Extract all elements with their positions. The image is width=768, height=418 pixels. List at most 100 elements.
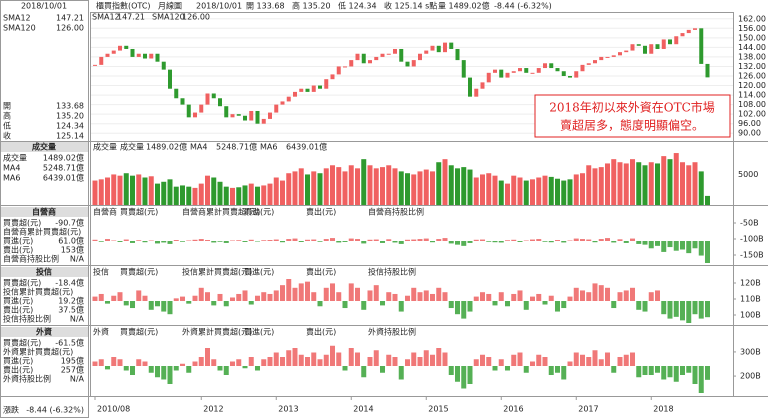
candle: [118, 45, 122, 51]
net-bar: [342, 241, 348, 242]
net-bar: [317, 241, 323, 242]
volume-bar: [317, 173, 323, 205]
net-bar: [511, 354, 517, 366]
volume-bar: [373, 168, 379, 205]
net-bar: [630, 287, 635, 301]
net-bar: [623, 241, 629, 243]
x-tick-label: 2018: [653, 405, 673, 414]
net-bar: [330, 283, 335, 301]
candle: [349, 60, 354, 67]
net-bar: [498, 292, 504, 301]
net-bar: [605, 238, 610, 241]
net-bar: [642, 301, 648, 312]
volume-bar: [330, 165, 335, 205]
panel-legend: 外資累計買賣超(元): [182, 327, 252, 337]
net-bar: [617, 292, 623, 301]
volume-bar: [580, 173, 585, 205]
net-bar: [361, 366, 367, 378]
net-bar: [180, 363, 185, 366]
net-bar: [498, 359, 504, 366]
net-bar: [155, 241, 160, 244]
y-tick-label: 156.00: [738, 24, 766, 33]
candle: [699, 28, 704, 64]
net-bar: [142, 361, 148, 366]
candle: [630, 44, 635, 51]
net-bar: [580, 290, 585, 301]
net-bar: [105, 366, 110, 370]
y-tick-label: 162.00: [738, 14, 766, 23]
net-bar: [317, 359, 323, 366]
volume-bar: [398, 171, 404, 205]
net-bar: [436, 239, 442, 241]
net-bar: [217, 241, 223, 242]
y-tick-label: 90.00: [738, 129, 761, 138]
volume-bar: [661, 156, 667, 205]
volume-bar: [117, 175, 123, 205]
net-bar: [148, 366, 154, 373]
volume-bar: [705, 195, 710, 205]
net-bar: [661, 241, 667, 252]
volume-bar: [561, 180, 567, 205]
volume-bar: [323, 168, 329, 205]
net-bar: [361, 241, 367, 244]
net-bar: [142, 295, 148, 301]
net-bar: [273, 290, 279, 301]
y-tick-label: 120.00: [738, 81, 766, 90]
legend-value: 126.00: [182, 13, 210, 22]
volume-bar: [348, 165, 354, 205]
ohlc-value: 124.34: [56, 122, 84, 131]
volume-bar: [436, 162, 442, 205]
row-label: 外資持股比例: [3, 374, 51, 384]
section-title: 自營商: [32, 207, 56, 217]
net-bar: [623, 354, 629, 366]
volume-bar: [530, 179, 535, 205]
legend-value: 147.21: [117, 13, 145, 22]
net-bar: [430, 293, 435, 301]
row-value: 195億: [61, 356, 84, 366]
net-bar: [473, 239, 479, 241]
volume-bar: [617, 162, 623, 205]
volume-bar: [473, 177, 479, 205]
net-bar: [680, 301, 685, 321]
panel-title: 投信: [93, 267, 109, 277]
volume-bar: [292, 171, 298, 205]
net-bar: [467, 301, 473, 312]
net-bar: [611, 366, 617, 373]
net-bar: [523, 301, 529, 310]
candle: [599, 56, 604, 61]
candle: [636, 44, 641, 46]
net-bar: [117, 241, 123, 242]
row-label: 賣出(元): [3, 245, 33, 255]
candle: [236, 114, 241, 116]
volume-bar: [405, 173, 410, 205]
volume-bar: [623, 163, 629, 205]
net-bar: [305, 357, 310, 366]
candle: [411, 60, 416, 67]
net-bar: [642, 241, 648, 245]
volume-bar: [698, 171, 704, 205]
net-bar: [567, 361, 573, 366]
y-tick-label: 200B: [740, 372, 761, 381]
row-label: 賣出(元): [3, 365, 33, 375]
row-value: 19.2億: [58, 296, 84, 306]
annotation-line: 賣超居多，態度明顯偏空。: [560, 118, 704, 133]
volume-bar: [523, 180, 529, 205]
net-bar: [267, 240, 273, 241]
net-bar: [448, 241, 454, 244]
panel-legend: 賣出(元): [306, 207, 336, 217]
net-bar: [405, 295, 410, 301]
net-bar: [311, 352, 317, 366]
net-bar: [598, 285, 604, 301]
net-bar: [655, 366, 660, 373]
volume-bar: [155, 183, 160, 205]
net-bar: [167, 241, 173, 244]
section-title: 投信: [36, 267, 52, 277]
net-bar: [411, 287, 417, 301]
candle: [661, 39, 666, 49]
net-bar: [198, 357, 204, 366]
volume-bar: [667, 159, 673, 205]
annotation-line: 2018年初以來外資在OTC市場: [549, 100, 715, 115]
net-bar: [136, 240, 142, 241]
volume-bar: [417, 171, 423, 205]
volume-legend: MA6: [260, 143, 277, 152]
